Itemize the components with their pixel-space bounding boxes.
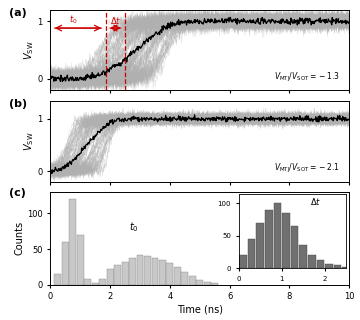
Bar <box>204 282 211 285</box>
Bar <box>114 265 121 285</box>
Bar <box>99 279 106 285</box>
Text: $V_{\mathrm{MTJ}}/V_{\mathrm{SOT}} = -1.3$: $V_{\mathrm{MTJ}}/V_{\mathrm{SOT}} = -1.… <box>274 71 340 84</box>
Text: (a): (a) <box>9 8 26 18</box>
Bar <box>174 267 181 285</box>
Text: $\Delta t$: $\Delta t$ <box>110 15 121 26</box>
Y-axis label: Counts: Counts <box>14 221 24 255</box>
Text: $t_0$: $t_0$ <box>69 13 78 26</box>
X-axis label: Time (ns): Time (ns) <box>177 304 223 314</box>
Bar <box>189 276 196 285</box>
Y-axis label: $V_{\mathrm{SW}}$: $V_{\mathrm{SW}}$ <box>22 132 36 151</box>
Bar <box>62 242 69 285</box>
Text: (c): (c) <box>9 188 26 198</box>
Text: $t_0$: $t_0$ <box>129 221 139 235</box>
Bar <box>107 269 114 285</box>
Bar <box>54 274 61 285</box>
Bar <box>166 263 174 285</box>
Bar <box>159 260 166 285</box>
Bar <box>122 262 129 285</box>
Bar <box>77 235 84 285</box>
Bar <box>136 255 144 285</box>
Bar <box>69 199 76 285</box>
Text: (b): (b) <box>9 99 27 109</box>
Bar <box>211 284 218 285</box>
Bar <box>144 256 151 285</box>
Bar <box>92 283 99 285</box>
Bar <box>129 258 136 285</box>
Bar <box>196 280 203 285</box>
Text: $V_{\mathrm{MTJ}}/V_{\mathrm{SOT}} = -2.1$: $V_{\mathrm{MTJ}}/V_{\mathrm{SOT}} = -2.… <box>274 162 340 175</box>
Bar <box>181 272 188 285</box>
Y-axis label: $V_{\mathrm{SW}}$: $V_{\mathrm{SW}}$ <box>22 40 36 60</box>
Bar <box>152 258 158 285</box>
Bar <box>84 279 91 285</box>
